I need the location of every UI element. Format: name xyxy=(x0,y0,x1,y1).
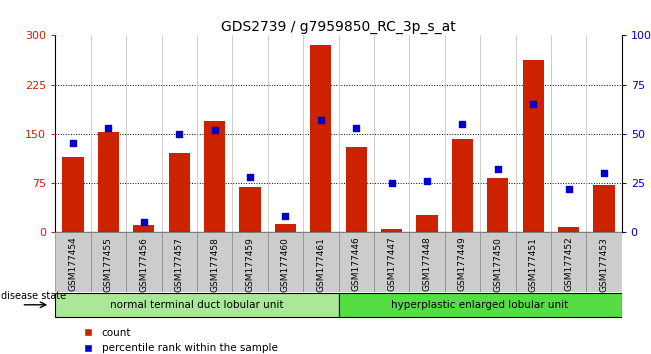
Bar xyxy=(197,232,232,292)
Text: GSM177455: GSM177455 xyxy=(104,237,113,292)
Bar xyxy=(487,178,508,232)
Point xyxy=(280,213,290,219)
Text: GSM177446: GSM177446 xyxy=(352,237,361,291)
Bar xyxy=(523,60,544,232)
Bar xyxy=(339,293,622,317)
Bar xyxy=(232,232,268,292)
Bar xyxy=(169,153,190,232)
Text: GSM177454: GSM177454 xyxy=(68,237,77,291)
Bar xyxy=(126,232,161,292)
Bar xyxy=(452,139,473,232)
Text: hyperplastic enlarged lobular unit: hyperplastic enlarged lobular unit xyxy=(391,300,569,310)
Text: GSM177460: GSM177460 xyxy=(281,237,290,292)
Bar xyxy=(409,232,445,292)
Bar xyxy=(204,120,225,232)
Point xyxy=(210,127,220,132)
Point xyxy=(351,125,361,131)
Point xyxy=(493,166,503,172)
Text: disease state: disease state xyxy=(1,291,66,301)
Bar xyxy=(275,224,296,232)
Bar xyxy=(346,147,367,232)
Text: normal terminal duct lobular unit: normal terminal duct lobular unit xyxy=(110,300,284,310)
Bar xyxy=(310,45,331,232)
Text: GSM177456: GSM177456 xyxy=(139,237,148,292)
Bar xyxy=(339,232,374,292)
Bar xyxy=(587,232,622,292)
Text: GSM177448: GSM177448 xyxy=(422,237,432,291)
Title: GDS2739 / g7959850_RC_3p_s_at: GDS2739 / g7959850_RC_3p_s_at xyxy=(221,21,456,34)
Text: GSM177447: GSM177447 xyxy=(387,237,396,291)
Bar xyxy=(445,232,480,292)
Bar xyxy=(381,229,402,232)
Bar xyxy=(90,232,126,292)
Bar xyxy=(133,225,154,232)
Text: GSM177451: GSM177451 xyxy=(529,237,538,292)
Text: GSM177453: GSM177453 xyxy=(600,237,609,292)
Point xyxy=(528,101,538,107)
Point xyxy=(599,170,609,176)
Text: GSM177450: GSM177450 xyxy=(493,237,503,292)
Bar xyxy=(161,232,197,292)
Bar xyxy=(593,185,615,232)
Legend: count, percentile rank within the sample: count, percentile rank within the sample xyxy=(74,324,282,354)
Text: GSM177459: GSM177459 xyxy=(245,237,255,292)
Point xyxy=(245,174,255,180)
Point xyxy=(563,186,574,192)
Bar xyxy=(551,232,587,292)
Text: GSM177461: GSM177461 xyxy=(316,237,326,292)
Bar xyxy=(480,232,516,292)
Point xyxy=(68,141,78,146)
Point xyxy=(174,131,184,136)
Bar xyxy=(558,227,579,232)
Bar xyxy=(55,293,339,317)
Bar xyxy=(516,232,551,292)
Text: GSM177452: GSM177452 xyxy=(564,237,573,291)
Point xyxy=(457,121,467,127)
Point xyxy=(139,219,149,225)
Text: GSM177457: GSM177457 xyxy=(174,237,184,292)
Bar xyxy=(417,216,437,232)
Text: GSM177449: GSM177449 xyxy=(458,237,467,291)
Text: GSM177458: GSM177458 xyxy=(210,237,219,292)
Bar xyxy=(98,132,119,232)
Bar xyxy=(55,232,90,292)
Bar xyxy=(62,156,83,232)
Point xyxy=(316,117,326,123)
Bar xyxy=(303,232,339,292)
Bar xyxy=(374,232,409,292)
Bar xyxy=(268,232,303,292)
Point xyxy=(104,125,114,131)
Bar xyxy=(240,187,260,232)
Point xyxy=(387,180,397,185)
Point xyxy=(422,178,432,184)
